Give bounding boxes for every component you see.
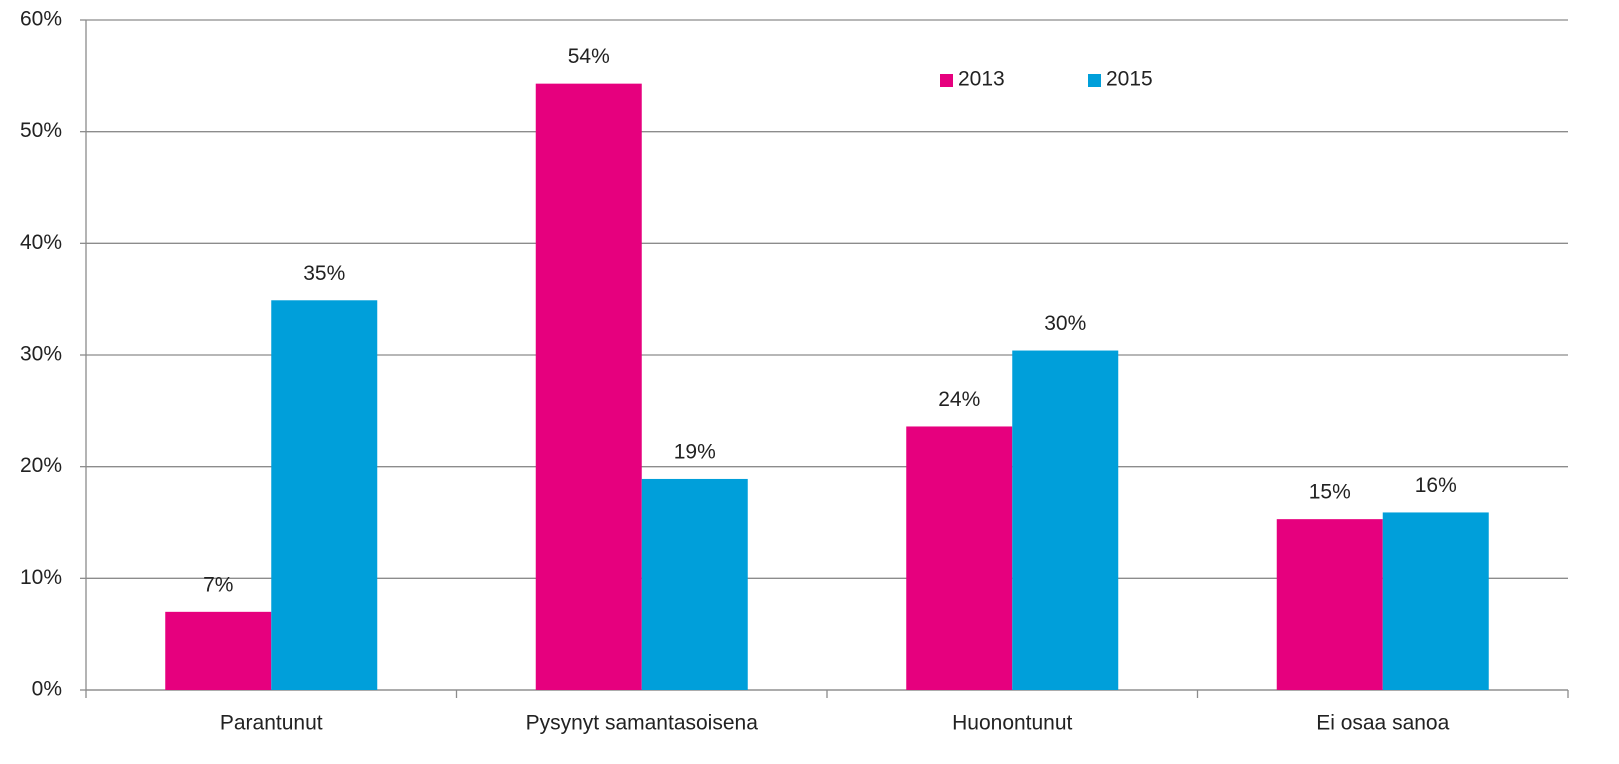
bar — [1276, 519, 1383, 690]
data-label: 35% — [303, 262, 345, 285]
bar — [1012, 350, 1119, 690]
x-tick-label: Pysynyt samantasoisena — [526, 712, 759, 735]
legend-swatch — [940, 74, 953, 87]
x-tick-label: Huonontunut — [952, 712, 1072, 735]
x-tick-label: Parantunut — [220, 712, 323, 735]
bar — [906, 426, 1013, 690]
data-label: 30% — [1044, 312, 1086, 335]
data-label: 24% — [938, 388, 980, 411]
x-tick-label: Ei osaa sanoa — [1316, 712, 1449, 735]
data-label: 16% — [1415, 474, 1457, 497]
bar — [641, 478, 748, 690]
y-tick-label: 40% — [20, 231, 62, 254]
y-tick-label: 10% — [20, 566, 62, 589]
data-label: 7% — [203, 573, 233, 596]
legend-label: 2015 — [1106, 68, 1153, 91]
data-label: 54% — [568, 45, 610, 68]
legend-label: 2013 — [958, 68, 1005, 91]
data-label: 15% — [1309, 481, 1351, 504]
y-tick-label: 0% — [32, 678, 62, 701]
y-tick-label: 30% — [20, 343, 62, 366]
data-label: 19% — [674, 440, 716, 463]
bar — [535, 83, 642, 690]
bar — [165, 611, 272, 690]
y-tick-label: 20% — [20, 454, 62, 477]
y-tick-label: 60% — [20, 8, 62, 31]
bar — [271, 300, 378, 690]
bar — [1382, 512, 1489, 690]
y-tick-label: 50% — [20, 119, 62, 142]
legend-swatch — [1088, 74, 1101, 87]
